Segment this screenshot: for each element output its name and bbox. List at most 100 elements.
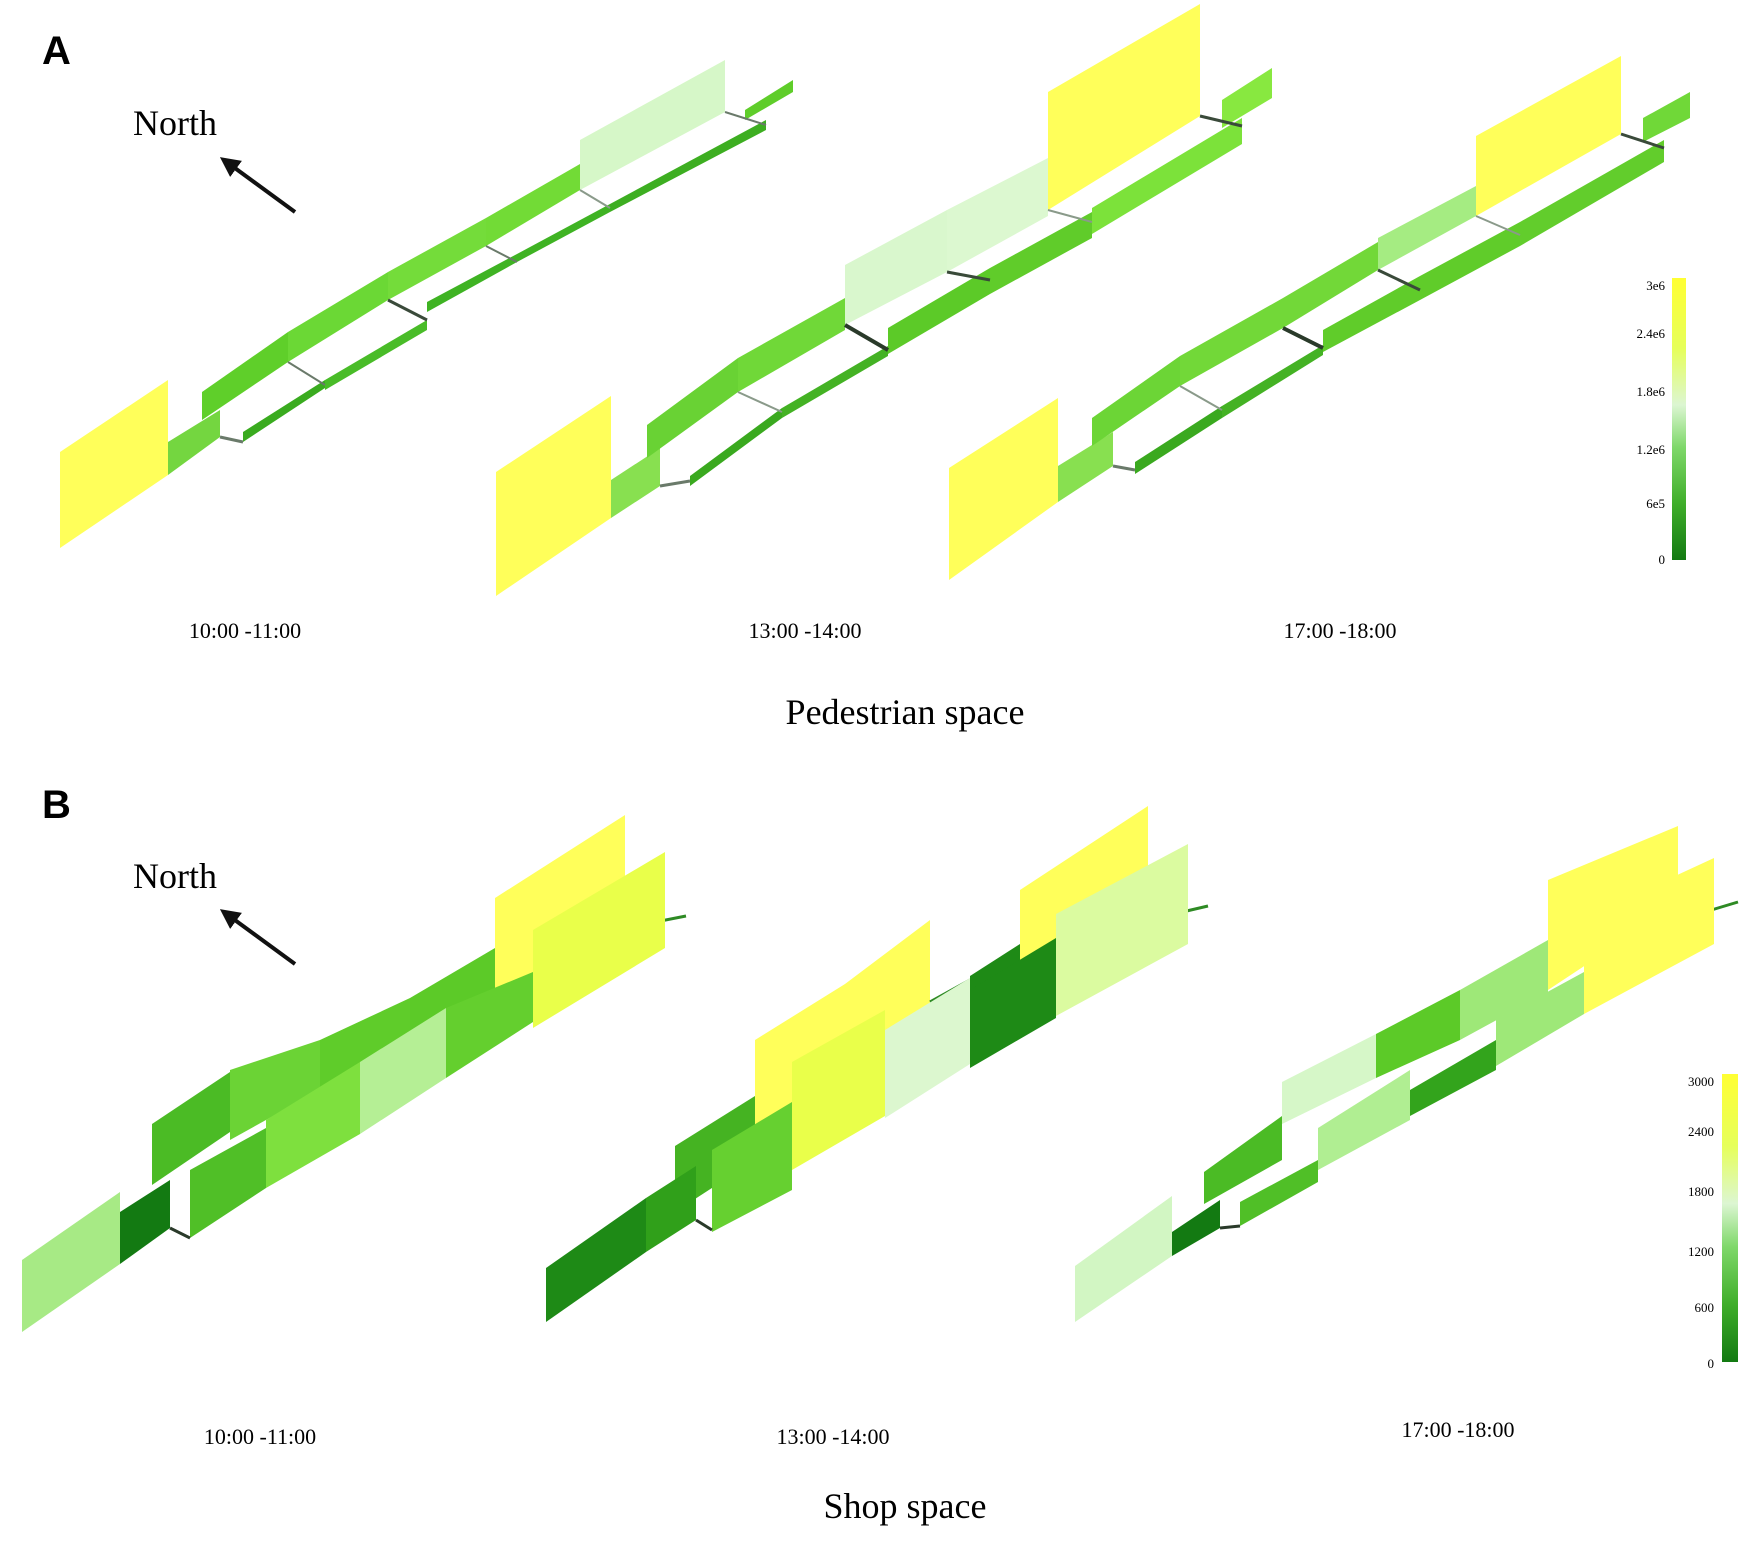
time-label: 13:00 -14:00 bbox=[776, 1424, 889, 1449]
network-segment bbox=[1075, 1196, 1172, 1322]
network-segment bbox=[120, 1180, 170, 1264]
network-segment bbox=[690, 408, 782, 486]
network-segment bbox=[533, 852, 665, 1028]
network-segment bbox=[190, 1128, 266, 1238]
link bbox=[579, 189, 611, 209]
network-segment bbox=[990, 212, 1092, 294]
network-segment bbox=[1376, 990, 1460, 1078]
network-segment bbox=[1584, 858, 1714, 1014]
link bbox=[169, 1226, 191, 1240]
colorbar-tick: 6e5 bbox=[1646, 496, 1665, 511]
network-b-1700 bbox=[1075, 826, 1739, 1322]
link bbox=[1282, 326, 1324, 350]
network-segment bbox=[1476, 56, 1621, 216]
colorbar-tick: 3000 bbox=[1688, 1074, 1714, 1089]
network-segment bbox=[266, 1062, 360, 1188]
panel-b: B North bbox=[22, 783, 1739, 1526]
panel-b-letter: B bbox=[42, 783, 71, 827]
link bbox=[1620, 132, 1665, 150]
network-segment bbox=[1056, 844, 1188, 1016]
panel-a-letter: A bbox=[42, 29, 71, 73]
network-segment bbox=[580, 60, 725, 190]
colorbar-b: 3000 2400 1800 1200 600 0 bbox=[1688, 1074, 1738, 1371]
network-segment bbox=[22, 1192, 120, 1332]
network-segment bbox=[496, 396, 611, 596]
network-segment bbox=[970, 938, 1056, 1068]
network-segment bbox=[546, 1198, 646, 1322]
network-a-1300 bbox=[496, 4, 1272, 596]
network-segment bbox=[947, 158, 1048, 272]
network-segment bbox=[611, 448, 660, 518]
link bbox=[1112, 464, 1136, 472]
network-segment bbox=[712, 1102, 792, 1232]
network-segment bbox=[610, 120, 766, 212]
panel-a: A North bbox=[42, 4, 1690, 732]
network-segment bbox=[1410, 1040, 1496, 1116]
network-segment bbox=[1496, 972, 1584, 1066]
network-segment bbox=[486, 164, 580, 246]
network-segment bbox=[745, 80, 793, 120]
link bbox=[1199, 114, 1243, 128]
colorbar-tick: 3e6 bbox=[1646, 278, 1665, 293]
colorbar-tick: 0 bbox=[1708, 1356, 1715, 1371]
network-segment bbox=[646, 1166, 696, 1252]
network-segment bbox=[243, 380, 325, 442]
time-label: 10:00 -11:00 bbox=[204, 1424, 316, 1449]
time-label: 17:00 -18:00 bbox=[1401, 1417, 1514, 1442]
network-segment bbox=[1092, 356, 1180, 446]
colorbar-tick: 1.8e6 bbox=[1636, 384, 1665, 399]
colorbar-tick: 2400 bbox=[1688, 1124, 1714, 1139]
link bbox=[737, 391, 783, 413]
network-segment bbox=[325, 320, 427, 390]
network-segment bbox=[1283, 242, 1378, 328]
network-segment bbox=[647, 358, 738, 458]
colorbar-tick: 2.4e6 bbox=[1636, 326, 1665, 341]
network-segment bbox=[1460, 940, 1548, 1040]
section-title: Shop space bbox=[824, 1486, 987, 1526]
link bbox=[1475, 215, 1521, 236]
network-segment bbox=[755, 984, 845, 1130]
colorbar-tick: 1800 bbox=[1688, 1184, 1714, 1199]
network-segment bbox=[888, 268, 990, 354]
network-segment bbox=[168, 410, 220, 475]
north-arrow-icon bbox=[219, 157, 297, 214]
network-segment bbox=[320, 998, 410, 1090]
network-a-1000 bbox=[60, 60, 793, 548]
link bbox=[695, 1218, 713, 1232]
link bbox=[1179, 385, 1223, 411]
network-segment bbox=[1420, 222, 1520, 300]
network-segment bbox=[1048, 4, 1200, 210]
link bbox=[287, 361, 326, 386]
network-segment bbox=[152, 1072, 230, 1185]
network-segment bbox=[230, 1040, 320, 1140]
colorbar-tick: 0 bbox=[1659, 552, 1666, 567]
network-segment bbox=[1180, 298, 1283, 386]
network-segment bbox=[388, 218, 486, 300]
network-segment bbox=[1222, 345, 1323, 418]
network-segment bbox=[1378, 186, 1476, 270]
network-segment bbox=[1222, 68, 1272, 128]
network-segment bbox=[845, 210, 947, 325]
time-label: 13:00 -14:00 bbox=[748, 618, 861, 643]
north-label: North bbox=[133, 856, 217, 896]
link bbox=[843, 323, 890, 352]
north-indicator-a: North bbox=[133, 103, 297, 214]
network-segment bbox=[1058, 432, 1113, 502]
network-segment bbox=[427, 254, 517, 312]
colorbar-gradient bbox=[1722, 1074, 1738, 1362]
colorbar-tick: 600 bbox=[1695, 1300, 1715, 1315]
network-segment bbox=[1643, 92, 1690, 142]
network-segment bbox=[1204, 1116, 1282, 1204]
section-title: Pedestrian space bbox=[786, 692, 1025, 732]
colorbar-gradient bbox=[1672, 278, 1686, 560]
network-segment bbox=[446, 972, 533, 1078]
north-label: North bbox=[133, 103, 217, 143]
network-segment bbox=[517, 204, 610, 262]
network-segment bbox=[1282, 1034, 1376, 1124]
network-segment bbox=[1092, 118, 1242, 234]
link bbox=[724, 111, 767, 126]
network-segment bbox=[1240, 1160, 1318, 1226]
network-segment bbox=[202, 332, 288, 420]
network-segment bbox=[288, 272, 388, 362]
